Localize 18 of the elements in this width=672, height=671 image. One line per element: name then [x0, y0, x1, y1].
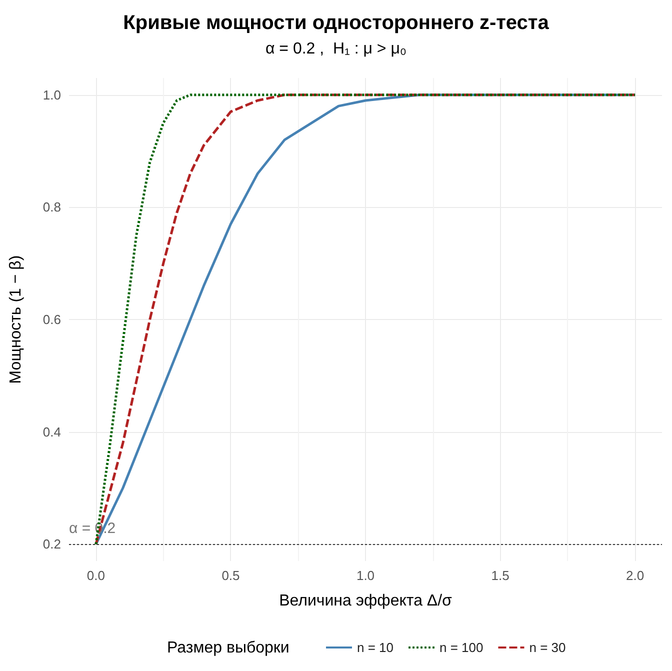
chart-title: Кривые мощности одностороннего z-теста	[123, 12, 550, 34]
x-axis-title: Величина эффекта Δ/σ	[279, 592, 452, 610]
x-tick-label: 1.0	[356, 568, 375, 583]
x-tick-label: 1.5	[491, 568, 510, 583]
y-tick-label: 0.6	[42, 312, 61, 327]
y-tick-label: 0.8	[42, 200, 61, 215]
x-tick-label: 0.5	[222, 568, 240, 583]
legend-label: n = 100	[440, 640, 484, 655]
legend-label: n = 10	[357, 640, 394, 655]
y-tick-label: 1.0	[42, 87, 61, 102]
legend-title: Размер выборки	[167, 640, 290, 656]
x-tick-label: 0.0	[86, 568, 105, 583]
chart-subtitle: α = 0.2 , H₁ : μ > μ₀	[265, 40, 407, 58]
y-tick-label: 0.4	[42, 424, 61, 440]
x-tick-label: 2.0	[626, 568, 644, 583]
y-axis-title: Мощность (1 − β)	[8, 255, 24, 384]
legend-label: n = 30	[529, 640, 566, 655]
y-tick-label: 0.2	[42, 536, 61, 552]
